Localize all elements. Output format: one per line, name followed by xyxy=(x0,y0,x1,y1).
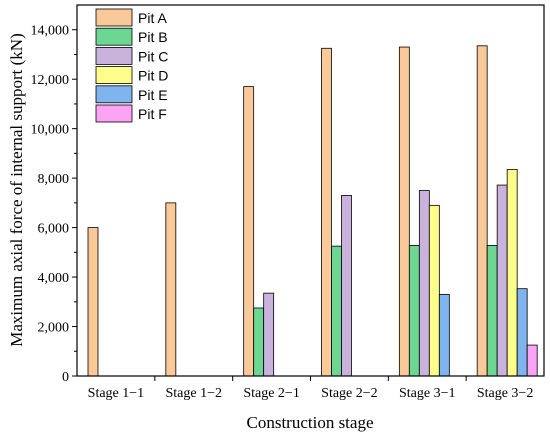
y-tick-label: 14,000 xyxy=(31,24,70,39)
legend-label: Pit D xyxy=(138,68,168,84)
legend-label: Pit A xyxy=(138,10,167,26)
bar-pit-e xyxy=(516,288,528,377)
bar-pit-b xyxy=(486,245,498,377)
x-tick-label: Stage 2−2 xyxy=(321,386,378,401)
y-tick-label: 0 xyxy=(62,370,69,385)
y-tick-label: 6,000 xyxy=(38,222,70,237)
bar-pit-d xyxy=(428,204,440,377)
bar-pit-c xyxy=(418,190,430,377)
bar-pit-c xyxy=(341,195,352,377)
bar-pit-c xyxy=(496,184,508,377)
legend-swatch xyxy=(95,104,133,123)
x-tick-label: Stage 2−1 xyxy=(243,386,300,401)
legend: Pit A Pit B Pit C Pit D Pit E Pit F xyxy=(95,8,168,123)
bar-pit-a xyxy=(398,46,410,377)
bar-pit-a xyxy=(476,45,488,377)
x-tick-label: Stage 3−2 xyxy=(477,386,534,401)
bar-pit-b xyxy=(331,245,342,377)
bar-pit-a xyxy=(87,227,99,377)
legend-swatch xyxy=(95,85,133,104)
y-tick-label: 8,000 xyxy=(38,172,70,187)
plot-frame xyxy=(76,4,545,377)
x-axis-ticks: Stage 1−1 Stage 1−2 Stage 2−1 Stage 2−2 Stag… xyxy=(88,376,534,401)
y-tick-label: 4,000 xyxy=(38,271,70,286)
y-tick-label: 10,000 xyxy=(31,123,70,138)
x-axis-title: Construction stage xyxy=(246,413,373,432)
legend-label: Pit B xyxy=(138,29,168,45)
x-tick-label: Stage 1−1 xyxy=(88,386,145,401)
legend-swatch xyxy=(95,66,133,84)
y-tick-label: 2,000 xyxy=(38,321,70,336)
bar-pit-e xyxy=(438,293,450,377)
legend-label: Pit C xyxy=(138,48,168,64)
legend-swatch xyxy=(95,8,133,27)
bar-pit-c xyxy=(263,292,275,377)
bar-pit-a xyxy=(165,202,177,377)
x-tick-label: Stage 3−1 xyxy=(399,386,456,401)
bar-pit-d xyxy=(506,169,518,377)
bar-pit-a xyxy=(321,47,332,377)
legend-swatch xyxy=(95,27,133,46)
legend-swatch xyxy=(95,47,133,65)
x-tick-label: Stage 1−2 xyxy=(166,386,223,401)
bar-pit-a xyxy=(243,86,255,377)
y-tick-label: 12,000 xyxy=(31,73,70,88)
legend-label: Pit E xyxy=(138,87,168,103)
bar-pit-b xyxy=(253,307,265,377)
y-axis-ticks: 0 2,000 4,000 6,000 8,000 10,000 12,000 14,000 xyxy=(31,24,77,385)
y-axis-title: Maximum axial force of internal support … xyxy=(7,33,26,346)
bar-pit-b xyxy=(408,245,420,377)
bars xyxy=(87,45,538,377)
legend-label: Pit F xyxy=(138,106,167,122)
bar-pit-f xyxy=(526,344,538,377)
